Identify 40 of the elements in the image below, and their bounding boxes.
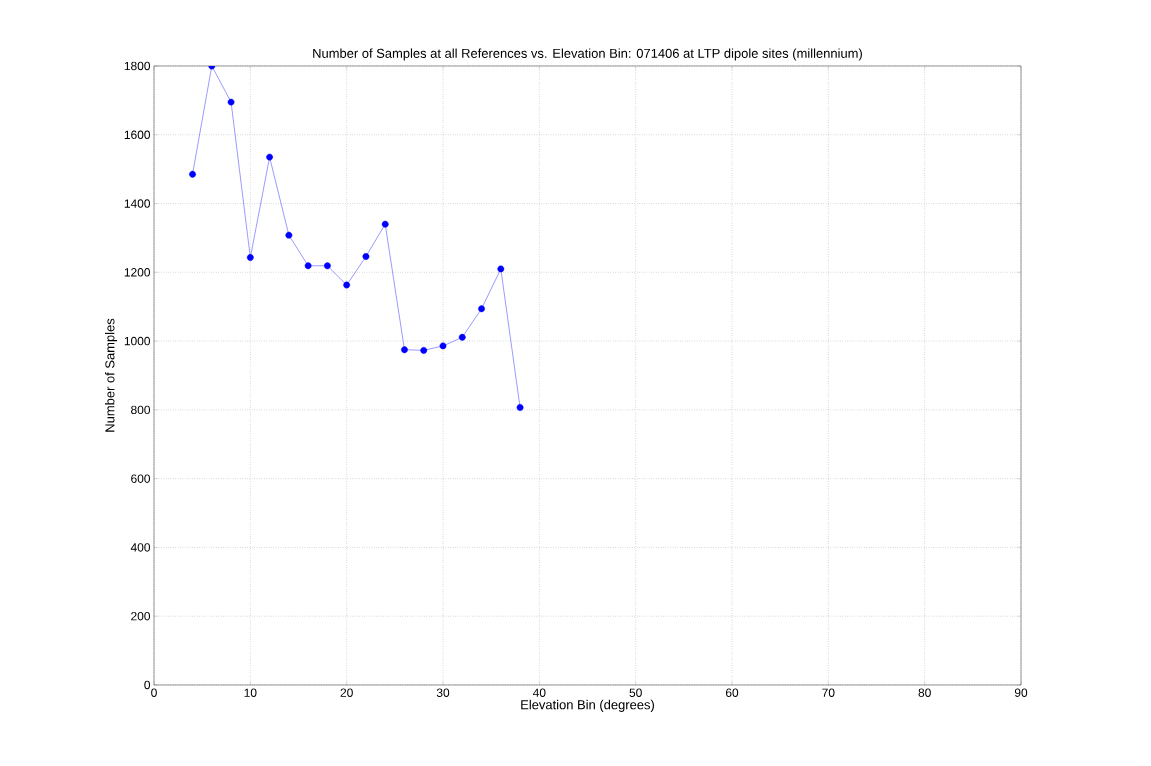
point — [343, 281, 351, 289]
y-tick-label: 1200 — [124, 268, 151, 277]
point — [246, 254, 254, 261]
y-tick-label: 200 — [131, 611, 151, 621]
y-tick-label: 400 — [130, 543, 151, 552]
x-tick-label: 0 — [151, 688, 157, 697]
point — [516, 404, 524, 411]
point — [439, 342, 447, 350]
point — [381, 220, 389, 228]
y-tick-label: 1000 — [124, 336, 151, 346]
y-tick-label: 1600 — [124, 130, 151, 139]
point — [189, 170, 196, 178]
point — [227, 98, 235, 106]
chart-title: Number of Samples at all References vs. Elevation Bin: 071406 at LTP dipole sites (millennium) — [313, 48, 862, 61]
x-tick-label: 60 — [725, 688, 739, 697]
x-tick-label: 50 — [629, 688, 642, 697]
point — [497, 265, 505, 273]
y-tick-label: 1400 — [124, 199, 151, 208]
x-tick-label: 80 — [918, 688, 931, 697]
point — [458, 333, 466, 341]
point — [304, 262, 312, 270]
y-tick-label: 0 — [144, 680, 151, 690]
y-axis-title: Number of Samples — [104, 318, 118, 432]
point — [266, 153, 273, 161]
point — [362, 253, 370, 260]
x-tick-label: 70 — [822, 688, 835, 697]
point — [324, 262, 331, 270]
x-tick-label: 40 — [532, 688, 546, 697]
x-tick-label: 10 — [244, 688, 257, 697]
x-tick-label: 30 — [436, 688, 450, 697]
point — [478, 305, 485, 313]
x-tick-label: 20 — [340, 688, 353, 697]
y-tick-label: 1800 — [124, 61, 151, 71]
y-tick-label: 800 — [131, 405, 151, 415]
point — [285, 231, 293, 239]
x-axis-title: Elevation Bin (degrees) — [521, 699, 654, 712]
x-tick-label: 90 — [1014, 688, 1028, 697]
y-tick-label: 600 — [131, 474, 151, 483]
point — [401, 346, 408, 354]
point — [420, 346, 428, 354]
